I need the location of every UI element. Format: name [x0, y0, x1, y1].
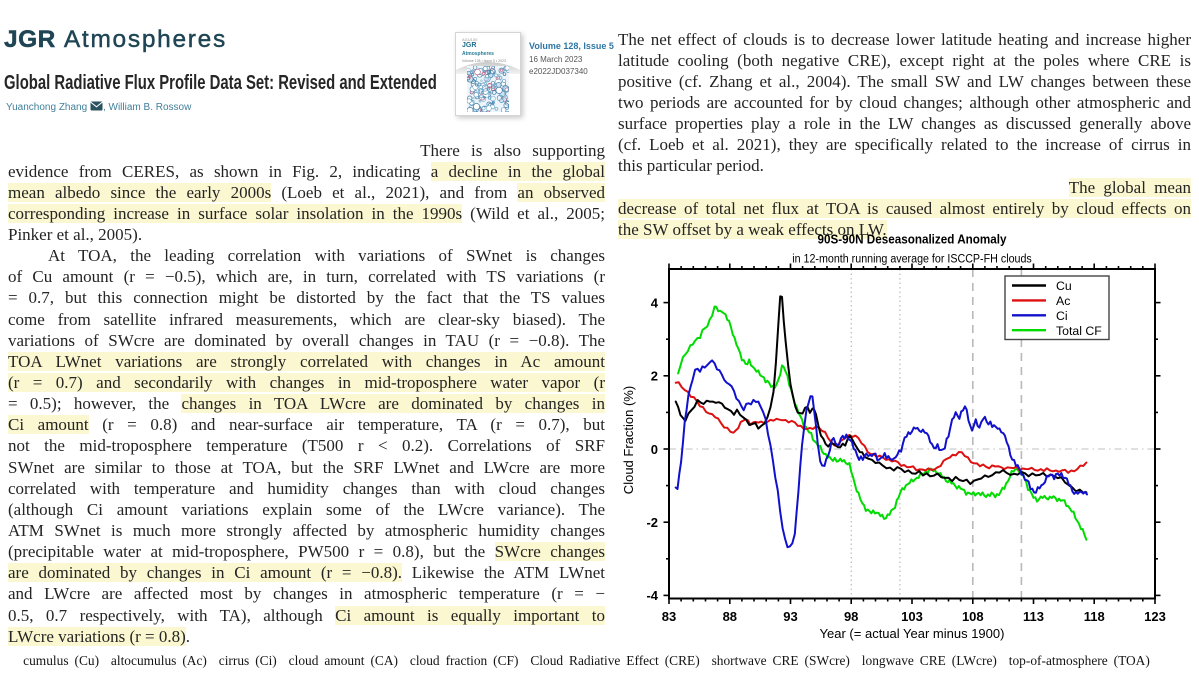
- svg-text:108: 108: [962, 609, 984, 624]
- svg-text:83: 83: [662, 609, 676, 624]
- svg-text:93: 93: [783, 609, 797, 624]
- svg-text:88: 88: [723, 609, 737, 624]
- svg-text:4: 4: [651, 295, 659, 310]
- svg-text:103: 103: [901, 609, 923, 624]
- svg-text:in 12-month running average fo: in 12-month running average for ISCCP-FH…: [792, 253, 1032, 265]
- svg-text:2: 2: [651, 369, 658, 384]
- svg-text:Year (= actual Year minus 1900: Year (= actual Year minus 1900): [820, 626, 1005, 641]
- svg-text:0: 0: [651, 442, 658, 457]
- svg-text:Total CF: Total CF: [1056, 324, 1102, 338]
- svg-text:118: 118: [1084, 609, 1105, 624]
- svg-text:-4: -4: [646, 588, 658, 603]
- svg-text:113: 113: [1023, 609, 1044, 624]
- svg-text:98: 98: [844, 609, 858, 624]
- svg-text:Cu: Cu: [1056, 279, 1072, 293]
- svg-text:Ci: Ci: [1056, 309, 1068, 323]
- svg-text:90S-90N Deseasonalized Anomaly: 90S-90N Deseasonalized Anomaly: [818, 232, 1008, 247]
- svg-text:Ac: Ac: [1056, 294, 1070, 308]
- svg-text:-2: -2: [646, 515, 658, 530]
- svg-text:123: 123: [1144, 609, 1166, 624]
- svg-text:Cloud Fraction (%): Cloud Fraction (%): [621, 386, 636, 494]
